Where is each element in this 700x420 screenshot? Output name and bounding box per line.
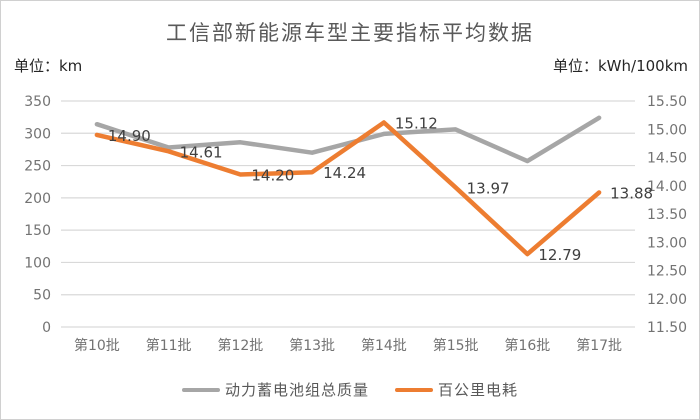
data-label: 14.61: [180, 143, 223, 161]
legend-item-battery-mass: 动力蓄电池组总质量: [181, 379, 369, 400]
left-axis-tick-label: 300: [24, 126, 51, 142]
data-label: 14.90: [108, 127, 151, 145]
right-axis-tick-label: 15.50: [647, 94, 687, 110]
data-label: 13.97: [467, 179, 510, 197]
right-axis-tick-label: 13.50: [647, 207, 687, 223]
right-axis-tick-label: 14.50: [647, 151, 687, 167]
x-axis-tick-label: 第14批: [361, 337, 407, 354]
x-axis-tick-label: 第12批: [217, 337, 263, 354]
energy-consumption-line: [94, 120, 602, 257]
x-axis-tick-labels: 第10批 第11批 第12批 第13批 第14批 第15批 第16批 第17批: [74, 337, 622, 354]
chart-title: 工信部新能源车型主要指标平均数据: [166, 21, 534, 45]
data-label: 12.79: [538, 246, 581, 264]
battery-mass-line: [94, 115, 602, 164]
chart-legend: 动力蓄电池组总质量 百公里电耗: [1, 379, 699, 400]
x-axis-tick-label: 第10批: [74, 337, 120, 354]
x-axis-tick-label: 第16批: [504, 337, 550, 354]
right-axis-unit-label: 单位：kWh/100km: [552, 57, 688, 75]
right-axis-tick-labels: 15.50 15.00 14.50 14.00 13.50 13.00 12.50 12.00…: [647, 94, 687, 336]
left-axis-tick-label: 50: [33, 288, 51, 304]
energy-consumption-line-swatch-icon: [395, 387, 433, 392]
left-axis-tick-label: 0: [42, 320, 51, 336]
left-axis-tick-labels: 350 300 250 200 150 100 50 0: [24, 94, 51, 336]
right-axis-tick-label: 14.00: [647, 179, 687, 195]
gridlines: [61, 100, 635, 328]
left-axis-tick-label: 250: [24, 159, 51, 175]
data-label: 13.88: [610, 185, 653, 203]
right-axis-tick-label: 15.00: [647, 122, 687, 138]
right-axis-tick-label: 12.50: [647, 264, 687, 280]
left-axis-unit-label: 单位：km: [14, 57, 83, 75]
legend-label-energy-consumption: 百公里电耗: [438, 381, 519, 399]
x-axis-tick-label: 第11批: [146, 337, 192, 354]
series-data-labels: 14.90 14.61 14.20 14.24 15.12 13.97 12.79 13.88: [108, 114, 653, 264]
right-axis-tick-label: 12.00: [647, 292, 687, 308]
left-axis-tick-label: 200: [24, 191, 51, 207]
data-label: 14.20: [251, 166, 294, 184]
legend-label-battery-mass: 动力蓄电池组总质量: [224, 381, 369, 399]
x-axis-tick-label: 第17批: [576, 337, 622, 354]
left-axis-tick-label: 350: [24, 94, 51, 110]
data-label: 14.24: [323, 164, 366, 182]
x-axis-tick-label: 第15批: [433, 337, 479, 354]
right-axis-tick-label: 13.00: [647, 235, 687, 251]
right-axis-tick-label: 11.50: [647, 320, 687, 336]
battery-mass-line-swatch-icon: [181, 387, 220, 392]
data-label: 15.12: [395, 114, 438, 132]
left-axis-tick-label: 150: [24, 223, 51, 239]
left-axis-tick-label: 100: [24, 255, 51, 271]
series-lines: [94, 115, 602, 257]
legend-item-energy-consumption: 百公里电耗: [395, 379, 518, 400]
x-axis-tick-label: 第13批: [289, 337, 335, 354]
